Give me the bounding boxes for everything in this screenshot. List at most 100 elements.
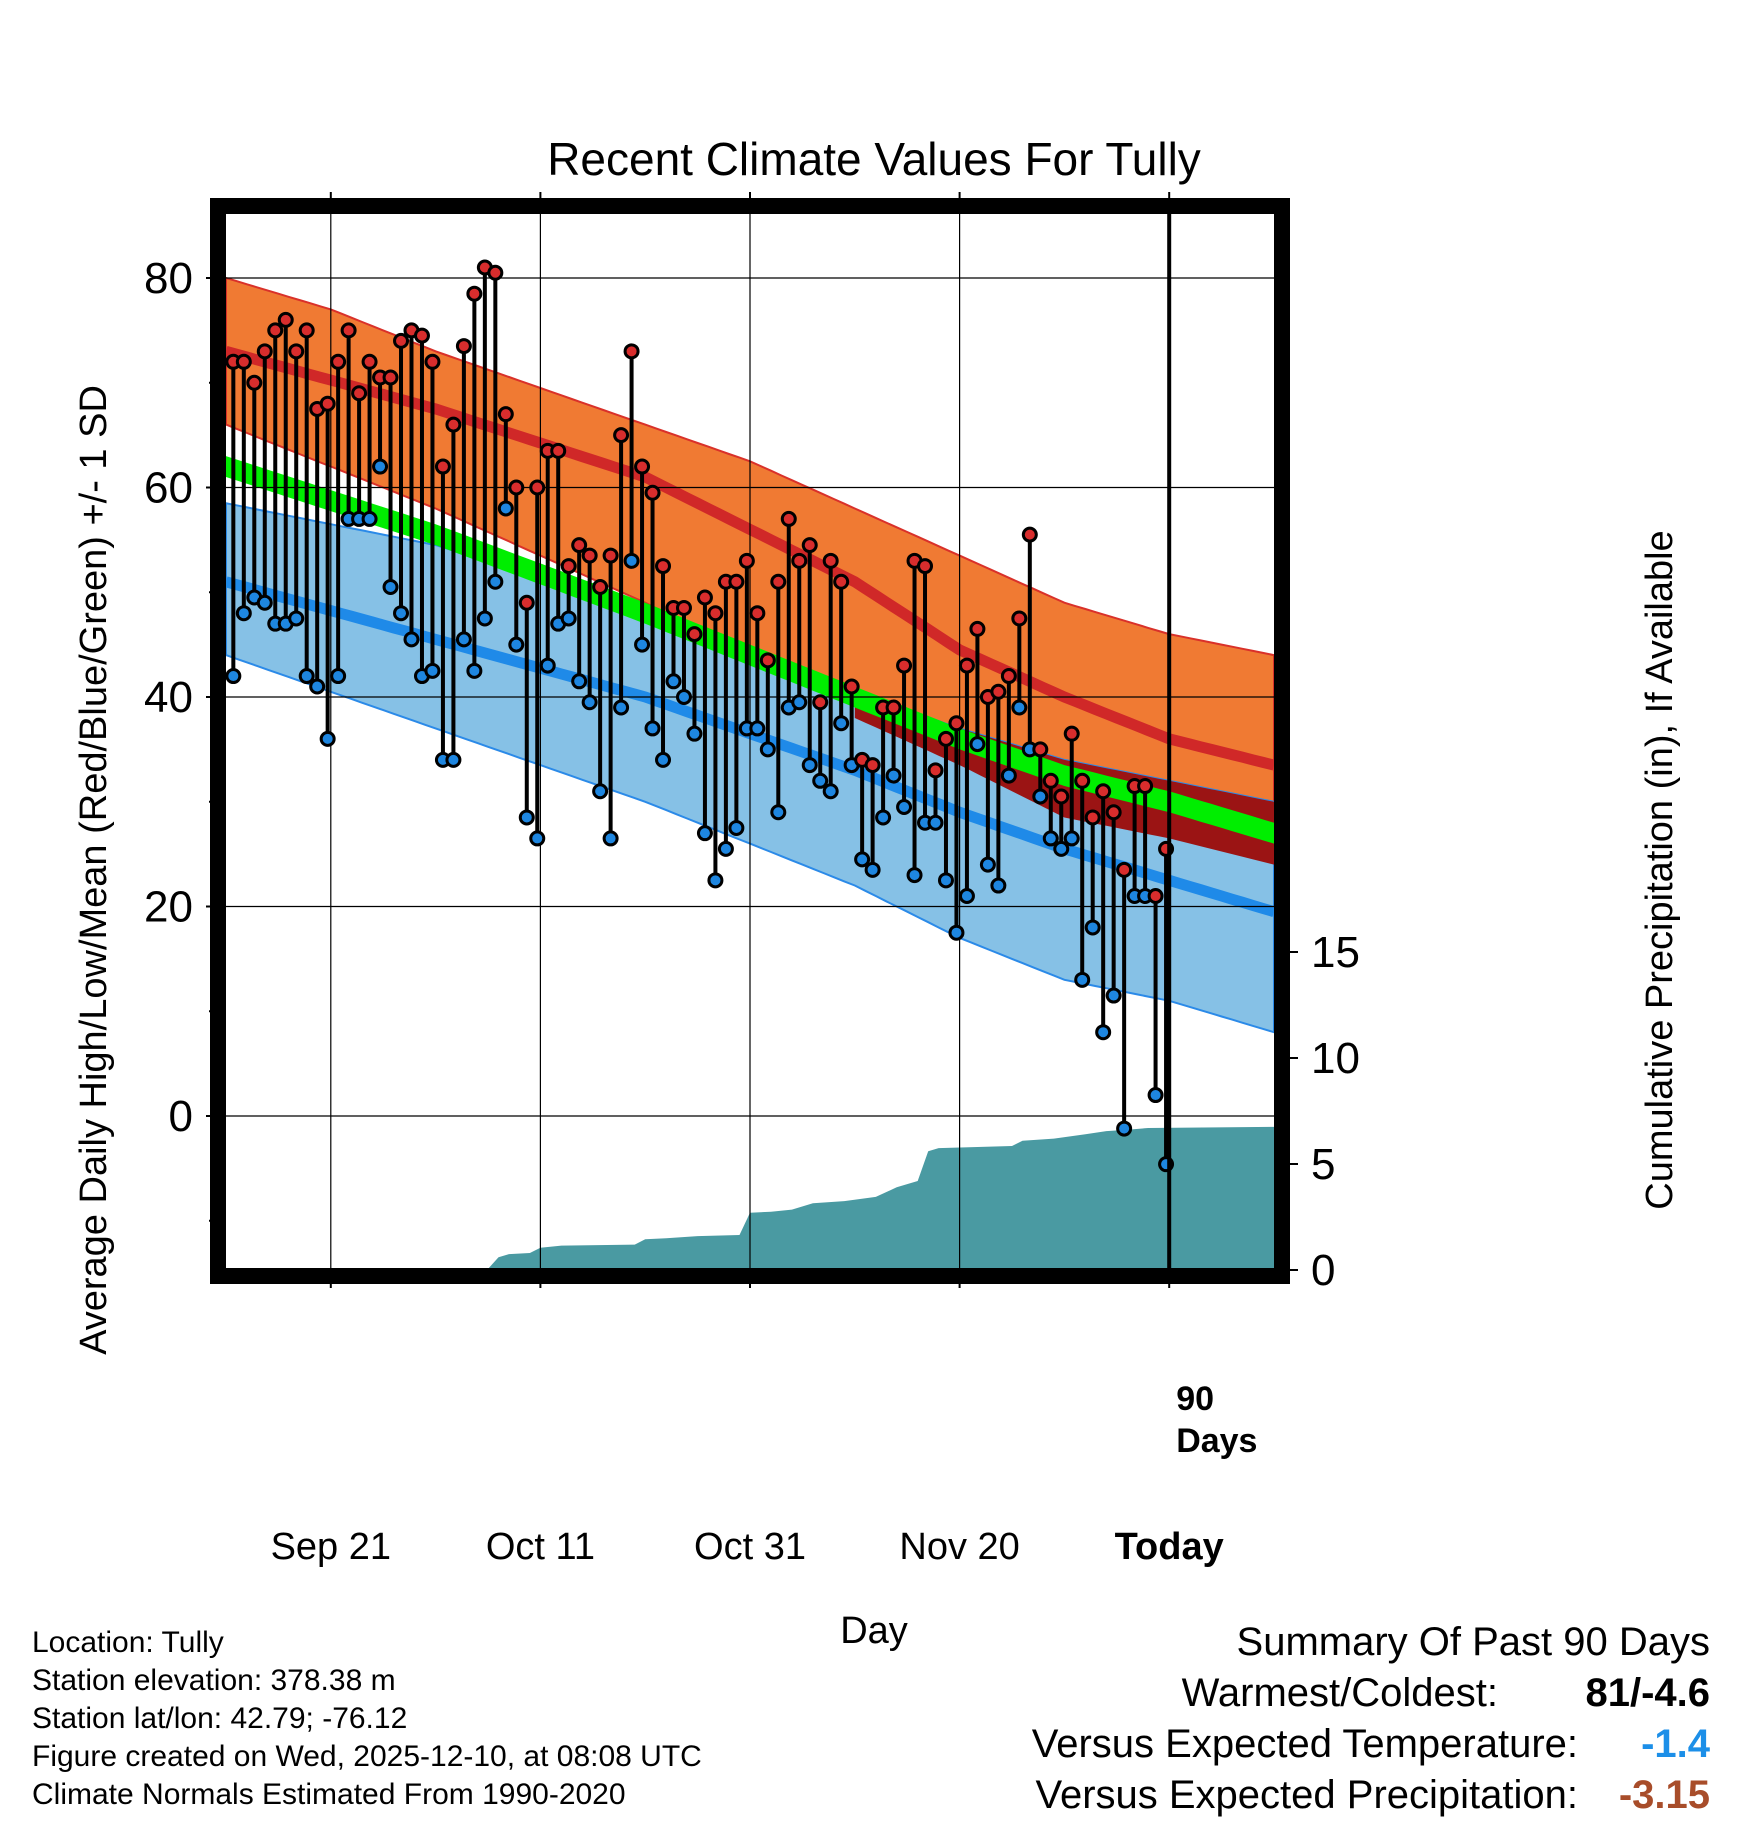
- y-axis-label-left: Average Daily High/Low/Mean (Red/Blue/Gr…: [73, 385, 115, 1355]
- daily-high-point: [843, 678, 860, 695]
- daily-low-point: [854, 851, 871, 868]
- daily-low-point: [372, 458, 389, 475]
- daily-low-point: [529, 830, 546, 847]
- daily-high-point: [634, 458, 651, 475]
- daily-low-point: [696, 825, 713, 842]
- daily-low-point: [665, 673, 682, 690]
- daily-low-point: [602, 830, 619, 847]
- elevation-text: Station elevation: 378.38 m: [32, 1664, 396, 1697]
- warmest-coldest-label: Warmest/Coldest:: [1181, 1671, 1498, 1715]
- daily-high-point: [655, 558, 672, 575]
- summary-warmest-coldest: Warmest/Coldest: 81/-4.6: [1182, 1671, 1710, 1716]
- daily-high-point: [833, 573, 850, 590]
- daily-high-point: [1105, 804, 1122, 821]
- station-info: Location: Tully Station elevation: 378.3…: [32, 1624, 702, 1814]
- daily-high-point: [602, 547, 619, 564]
- daily-low-point: [581, 694, 598, 711]
- daily-low-point: [896, 798, 913, 815]
- summary-panel: Summary Of Past 90 Days Warmest/Coldest:…: [950, 1620, 1710, 1830]
- daily-low-point: [675, 689, 692, 705]
- daily-low-point: [906, 867, 923, 884]
- daily-low-point: [644, 720, 661, 737]
- daily-high-point: [256, 343, 273, 360]
- summary-title: Summary Of Past 90 Days: [1236, 1620, 1710, 1664]
- daily-low-point: [361, 510, 378, 527]
- daily-low-point: [801, 757, 818, 774]
- x-axis-label: Day: [840, 1610, 908, 1652]
- warmest-coldest-value: 81/-4.6: [1585, 1671, 1710, 1715]
- daily-high-point: [518, 594, 535, 611]
- daily-high-point: [791, 552, 808, 569]
- x-tick-label: Oct 11: [486, 1526, 595, 1568]
- daily-high-point: [1011, 610, 1028, 627]
- daily-low-point: [948, 924, 965, 941]
- daily-high-point: [581, 547, 598, 564]
- precipitation-area: [488, 1126, 1274, 1268]
- daily-low-point: [1032, 788, 1049, 805]
- daily-low-point: [309, 678, 326, 695]
- daily-high-point: [1000, 668, 1017, 685]
- daily-low-point: [288, 610, 305, 627]
- daily-low-point: [686, 725, 703, 742]
- daily-low-point: [979, 856, 996, 873]
- daily-low-point: [592, 783, 609, 800]
- temperature-anomaly-value: -1.4: [1641, 1722, 1710, 1766]
- daily-high-point: [1053, 788, 1070, 805]
- daily-low-point: [330, 668, 347, 685]
- precipitation-anomaly-label: Versus Expected Precipitation:: [1035, 1773, 1578, 1817]
- daily-high-point: [675, 599, 692, 616]
- daily-high-point: [571, 537, 588, 554]
- daily-low-point: [1074, 971, 1091, 988]
- daily-high-point: [529, 479, 546, 496]
- daily-low-point: [728, 819, 745, 836]
- daily-high-point: [351, 385, 368, 402]
- y-tick-label-right: 0: [1311, 1246, 1335, 1295]
- y-tick-label-left: 40: [144, 673, 193, 722]
- daily-low-point: [770, 804, 787, 821]
- daily-high-point: [696, 589, 713, 606]
- daily-low-point: [812, 772, 829, 789]
- daily-high-point: [990, 683, 1007, 700]
- daily-low-point: [1095, 1024, 1112, 1041]
- daily-low-point: [466, 662, 483, 679]
- daily-low-point: [445, 751, 462, 768]
- daily-low-point: [958, 888, 975, 905]
- daily-low-point: [497, 500, 514, 517]
- daily-high-point: [728, 573, 745, 590]
- daily-low-point: [822, 783, 839, 800]
- daily-high-point: [958, 657, 975, 674]
- daily-high-point: [497, 406, 514, 423]
- daily-low-point: [1116, 1120, 1133, 1137]
- daily-low-point: [319, 730, 336, 747]
- daily-low-point: [1105, 987, 1122, 1004]
- daily-low-point: [1053, 840, 1070, 857]
- daily-high-point: [686, 626, 703, 643]
- daily-high-point: [560, 558, 577, 575]
- daily-low-point: [1147, 1087, 1164, 1104]
- daily-high-point: [1032, 741, 1049, 758]
- daily-low-point: [634, 636, 651, 653]
- daily-high-point: [288, 343, 305, 360]
- daily-low-point: [749, 720, 766, 737]
- daily-high-point: [413, 327, 430, 344]
- daily-high-point: [267, 322, 284, 339]
- daily-high-point: [864, 757, 881, 774]
- daily-low-point: [560, 610, 577, 627]
- daily-low-point: [382, 579, 399, 596]
- x-tick-label: Sep 21: [271, 1526, 391, 1568]
- daily-low-point: [256, 594, 273, 611]
- daily-high-point: [445, 416, 462, 433]
- latlon-text: Station lat/lon: 42.79; -76.12: [32, 1702, 408, 1735]
- daily-low-point: [623, 552, 640, 569]
- daily-high-point: [487, 264, 504, 281]
- y-tick-label-left: 20: [144, 883, 193, 932]
- y-tick-label-left: 80: [144, 254, 193, 303]
- y-axis-label-right: Cumulative Precipitation (in), If Availa…: [1639, 530, 1681, 1209]
- y-tick-label-left: 0: [169, 1092, 193, 1141]
- daily-high-point: [393, 332, 410, 349]
- daily-low-point: [508, 636, 525, 653]
- daily-low-point: [759, 741, 776, 758]
- daily-low-point: [539, 657, 556, 674]
- daily-low-point: [1063, 830, 1080, 847]
